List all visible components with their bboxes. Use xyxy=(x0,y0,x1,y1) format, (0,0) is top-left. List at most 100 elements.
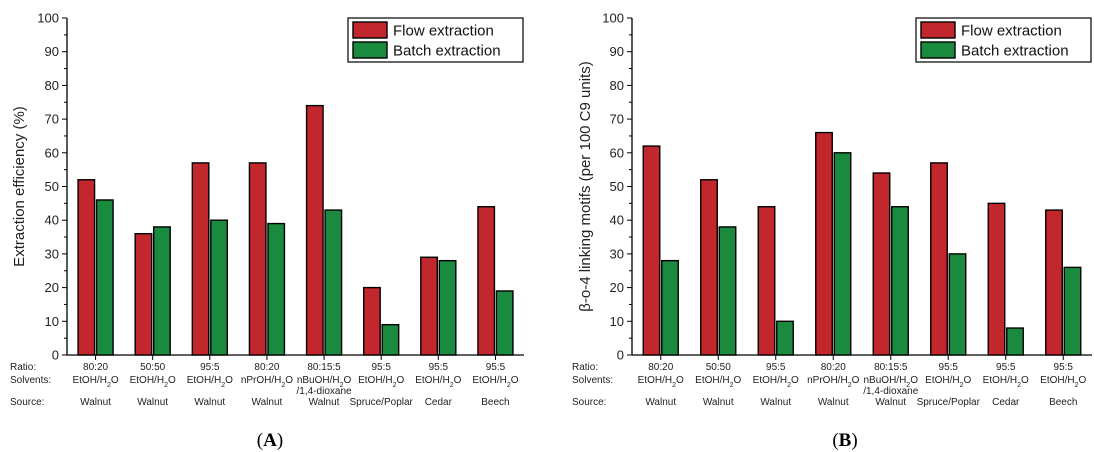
ratio-label: 80:20 xyxy=(83,362,108,373)
y-tick-label: 0 xyxy=(52,348,59,363)
solvents-row-label: Solvents: xyxy=(572,375,613,386)
source-label: Beech xyxy=(481,397,509,408)
solvent-label: nPrOH/H2O xyxy=(807,375,859,389)
batch-bar xyxy=(210,219,229,356)
ratio-row-label: Ratio: xyxy=(10,362,36,373)
flow-bar xyxy=(642,145,661,356)
legend-entry: Batch extraction xyxy=(393,43,501,60)
flow-bar xyxy=(1045,209,1063,356)
ratio-label: 80:15:5 xyxy=(307,362,341,373)
source-label: Walnut xyxy=(194,397,225,408)
flow-bar xyxy=(134,232,153,356)
source-label: Spruce/Poplar xyxy=(350,397,414,408)
batch-bar xyxy=(1006,327,1024,356)
y-tick-label: 50 xyxy=(45,179,59,194)
source-label: Cedar xyxy=(425,397,453,408)
solvent-label: /1,4-dioxane xyxy=(863,386,918,397)
source-label: Spruce/Poplar xyxy=(917,397,981,408)
ratio-label: 95:5 xyxy=(996,362,1016,373)
y-tick-label: 0 xyxy=(617,348,624,363)
legend: Flow extraction Batch extraction xyxy=(347,17,524,63)
ratio-label: 95:5 xyxy=(429,362,449,373)
flow-bar xyxy=(872,172,891,356)
source-label: Walnut xyxy=(309,397,340,408)
solvents-row-label: Solvents: xyxy=(10,375,51,386)
legend-entry: Flow extraction xyxy=(393,23,494,40)
y-tick-label: 10 xyxy=(610,314,624,329)
batch-bar xyxy=(95,199,114,356)
flow-bar xyxy=(930,162,948,356)
batch-bar xyxy=(833,152,852,356)
y-tick-label: 30 xyxy=(45,246,59,261)
batch-bar xyxy=(718,226,737,356)
y-tick-label: 100 xyxy=(602,11,624,26)
batch-bar xyxy=(891,206,909,356)
ratio-label: 80:20 xyxy=(821,362,846,373)
batch-bar xyxy=(438,259,457,356)
source-row-label: Source: xyxy=(572,397,606,408)
solvent-label: EtOH/H2O xyxy=(638,375,684,389)
batch-bar xyxy=(1063,266,1082,356)
solvent-label: EtOH/H2O xyxy=(472,375,518,389)
ratio-label: 80:15:5 xyxy=(874,362,908,373)
flow-bar xyxy=(477,206,496,356)
source-label: Walnut xyxy=(80,397,111,408)
batch-bar xyxy=(661,259,679,356)
ratio-label: 95:5 xyxy=(939,362,959,373)
solvent-label: EtOH/H2O xyxy=(187,375,233,389)
ratio-label: 95:5 xyxy=(766,362,786,373)
source-label: Cedar xyxy=(992,397,1020,408)
y-tick-label: 60 xyxy=(610,145,624,160)
solvent-label: nBuOH/H2O xyxy=(864,375,919,389)
solvent-label: EtOH/H2O xyxy=(925,375,971,389)
ratio-label: 95:5 xyxy=(1054,362,1074,373)
solvent-label: nPrOH/H2O xyxy=(241,375,293,389)
source-label: Walnut xyxy=(252,397,283,408)
batch-bar xyxy=(324,209,343,356)
y-tick-label: 90 xyxy=(610,44,624,59)
ratio-label: 95:5 xyxy=(371,362,391,373)
flow-bar xyxy=(77,179,96,356)
y-tick-label: 90 xyxy=(45,44,59,59)
flow-bar xyxy=(305,104,324,356)
batch-bar xyxy=(776,320,794,356)
flow-bar xyxy=(815,131,833,356)
batch-legend-swatch xyxy=(352,41,388,59)
y-tick-label: 10 xyxy=(45,314,59,329)
flow-bar xyxy=(700,179,718,356)
source-label: Beech xyxy=(1049,397,1077,408)
batch-bar xyxy=(381,323,400,356)
ratio-label: 50:50 xyxy=(706,362,731,373)
y-tick-label: 100 xyxy=(37,11,59,26)
flow-bar xyxy=(757,206,776,356)
batch-bar xyxy=(948,253,967,356)
solvent-label: EtOH/H2O xyxy=(415,375,461,389)
legend: Flow extraction Batch extraction xyxy=(915,17,1092,63)
chart-panel-b: 0 10 20 30 40 50 60 70 80 90 100 β-o-4 linking moti… xyxy=(572,11,1092,451)
legend-entry: Flow extraction xyxy=(961,23,1062,40)
y-axis-label: β-o-4 linking motifs (per 100 C9 units) xyxy=(577,61,594,311)
batch-legend-swatch xyxy=(920,41,956,59)
solvent-label: EtOH/H2O xyxy=(695,375,741,389)
flow-bar xyxy=(191,162,210,356)
ratio-label: 80:20 xyxy=(648,362,673,373)
solvent-label: EtOH/H2O xyxy=(358,375,404,389)
flow-legend-swatch xyxy=(352,21,388,39)
y-tick-label: 20 xyxy=(45,280,59,295)
y-axis-label: Extraction efficiency (%) xyxy=(11,106,28,267)
y-tick-label: 50 xyxy=(610,179,624,194)
ratio-label: 95:5 xyxy=(486,362,506,373)
source-label: Walnut xyxy=(818,397,849,408)
flow-bar xyxy=(987,202,1006,356)
source-label: Walnut xyxy=(760,397,791,408)
source-row-label: Source: xyxy=(10,397,44,408)
y-tick-label: 70 xyxy=(610,112,624,127)
y-tick-label: 70 xyxy=(45,112,59,127)
flow-bar xyxy=(248,162,267,356)
source-label: Walnut xyxy=(875,397,906,408)
ratio-label: 50:50 xyxy=(140,362,165,373)
solvent-label: EtOH/H2O xyxy=(72,375,118,389)
flow-legend-swatch xyxy=(920,21,956,39)
y-tick-label: 30 xyxy=(610,246,624,261)
